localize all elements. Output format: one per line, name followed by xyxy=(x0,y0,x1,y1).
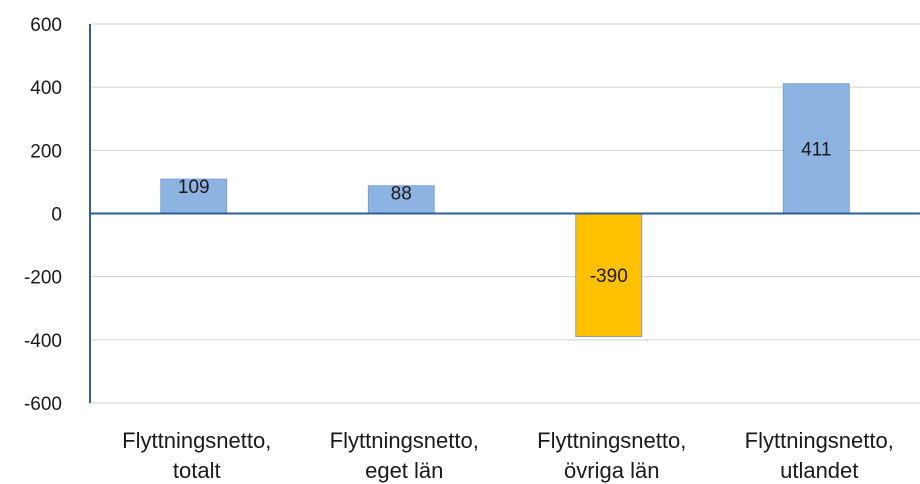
x-tick-label: övriga län xyxy=(564,458,659,483)
y-tick-label: 200 xyxy=(30,141,62,162)
bar xyxy=(575,213,643,338)
y-tick-label: 600 xyxy=(30,15,62,36)
x-tick-label: eget län xyxy=(365,458,443,483)
y-tick-label: 400 xyxy=(30,78,62,99)
data-labels: 109 88 -390 411 xyxy=(178,140,832,287)
x-tick-label: Flyttningsnetto, xyxy=(537,428,686,453)
y-tick-labels: 600 400 200 0 -200 -400 -600 xyxy=(24,15,62,415)
y-tick-label: -200 xyxy=(24,268,62,289)
data-label: 109 xyxy=(178,177,210,198)
y-tick-label: 0 xyxy=(51,205,62,226)
data-label: -390 xyxy=(590,266,628,287)
data-label: 411 xyxy=(801,140,831,161)
x-tick-labels: Flyttningsnetto, totalt Flyttningsnetto, eg… xyxy=(122,428,894,483)
x-tick-label: totalt xyxy=(173,458,221,483)
x-tick-label: Flyttningsnetto, xyxy=(745,428,894,453)
bar xyxy=(367,185,435,214)
x-tick-label: Flyttningsnetto, xyxy=(122,428,271,453)
y-tick-label: -400 xyxy=(24,331,62,352)
axes xyxy=(89,24,920,403)
x-tick-label: utlandet xyxy=(780,458,858,483)
bar xyxy=(782,83,850,214)
gridlines xyxy=(90,23,920,404)
x-tick-label: Flyttningsnetto, xyxy=(330,428,479,453)
y-tick-label: -600 xyxy=(24,394,62,415)
bars xyxy=(160,83,850,338)
data-label: 88 xyxy=(391,184,412,205)
